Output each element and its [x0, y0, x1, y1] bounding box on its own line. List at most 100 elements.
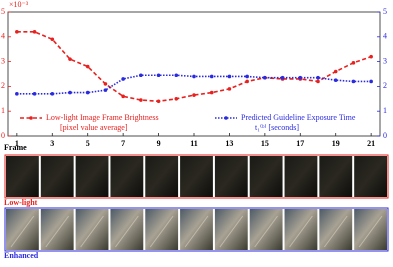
thumbnail — [354, 209, 387, 250]
legend-marker — [29, 116, 33, 120]
x-tick-label: 11 — [190, 139, 198, 148]
thumbnail — [249, 209, 283, 250]
series-point — [50, 92, 55, 96]
x-tick-label: 3 — [50, 139, 54, 148]
thumbnail — [6, 209, 39, 250]
series-point — [227, 74, 232, 79]
series-point — [139, 98, 143, 102]
thumbnail-detail — [254, 215, 278, 248]
series-point — [245, 79, 249, 84]
thumbnail — [6, 156, 39, 197]
series-point — [32, 92, 37, 96]
series-point — [245, 74, 249, 79]
series-point — [121, 77, 125, 81]
thumbnail-detail — [323, 215, 348, 248]
series-point — [156, 73, 161, 78]
x-tick-label: 17 — [296, 139, 304, 148]
thumbnail — [75, 156, 109, 197]
series-point — [15, 30, 19, 34]
y2-tick-label: 1 — [383, 106, 387, 115]
x-tick-label: 9 — [157, 139, 161, 148]
row-border — [4, 154, 389, 199]
series-point — [85, 64, 90, 69]
thumbnail — [214, 156, 248, 197]
series-point — [369, 79, 373, 84]
series-point — [68, 90, 72, 95]
thumbnail — [284, 156, 318, 197]
series-point — [316, 79, 320, 84]
x-tick-label: 7 — [121, 139, 125, 148]
legend-unit: [pixel value average] — [60, 123, 128, 132]
series-point — [85, 90, 90, 95]
x-tick-label: 5 — [86, 139, 90, 148]
thumbnail-detail — [184, 215, 209, 248]
series-point — [209, 74, 214, 79]
series-point — [103, 88, 108, 92]
x-tick-label: 21 — [367, 139, 375, 148]
legend-label: Low-light Image Frame Brightness — [46, 113, 159, 122]
series-point — [209, 90, 214, 95]
series-point — [121, 94, 125, 99]
thumbnail — [180, 156, 213, 197]
series-point — [68, 57, 72, 61]
x-tick-label: 1 — [15, 139, 19, 148]
thumbnail — [180, 209, 213, 250]
series-point — [32, 30, 37, 34]
y2-tick-label: 4 — [383, 32, 387, 41]
row-border — [4, 207, 389, 252]
thumbnail-detail — [289, 215, 313, 248]
series-point — [50, 37, 55, 42]
x-axis-label: Frame — [4, 143, 27, 152]
series-point — [192, 93, 196, 97]
thumbnail-detail — [219, 215, 244, 248]
thumbnail — [110, 156, 144, 197]
row-label: Low-light — [4, 198, 38, 207]
series-point — [280, 75, 285, 80]
series-point — [174, 73, 179, 78]
thumbnail-detail — [10, 215, 35, 248]
series-point — [227, 87, 232, 91]
series-point — [156, 99, 161, 104]
y-tick-label: 3 — [1, 56, 5, 65]
thumbnail — [145, 209, 179, 250]
series-point — [103, 82, 108, 86]
thumbnail — [214, 209, 248, 250]
series-line — [16, 31, 372, 103]
y2-tick-label: 0 — [383, 131, 387, 140]
thumbnail — [319, 209, 353, 250]
series-point — [139, 73, 143, 78]
thumbnail — [145, 156, 179, 197]
y-tick-label: 4 — [1, 32, 5, 41]
y-tick-label: 5 — [1, 7, 5, 16]
series-point — [333, 69, 338, 74]
thumbnail-detail — [115, 215, 139, 248]
thumbnail-detail — [80, 215, 104, 248]
thumbnail — [249, 156, 283, 197]
x-tick-label: 19 — [332, 139, 340, 148]
thumbnail-detail — [358, 215, 383, 248]
series-point — [316, 75, 320, 80]
series-point — [333, 78, 338, 82]
series-point — [298, 75, 303, 80]
y2-tick-label: 2 — [383, 81, 387, 90]
thumbnail — [284, 209, 318, 250]
series-point — [351, 61, 356, 65]
thumbnail-detail — [149, 215, 174, 248]
thumbnail — [40, 209, 74, 250]
x-tick-label: 15 — [261, 139, 269, 148]
thumbnail — [75, 209, 109, 250]
thumbnail — [354, 156, 387, 197]
legend-label: Predicted Guideline Exposure Time — [241, 113, 356, 122]
thumbnail — [110, 209, 144, 250]
y-tick-label: 0 — [1, 131, 5, 140]
series-point — [15, 92, 19, 96]
x-tick-label: 13 — [225, 139, 233, 148]
row-label: Enhanced — [4, 251, 39, 260]
legend-unit: t₁⁽ᵇ⁾ [seconds] — [255, 123, 299, 132]
y2-tick-label: 5 — [383, 7, 387, 16]
thumbnail — [319, 156, 353, 197]
y-tick-label: 2 — [1, 81, 5, 90]
series-point — [174, 97, 179, 101]
series-point — [263, 75, 267, 80]
